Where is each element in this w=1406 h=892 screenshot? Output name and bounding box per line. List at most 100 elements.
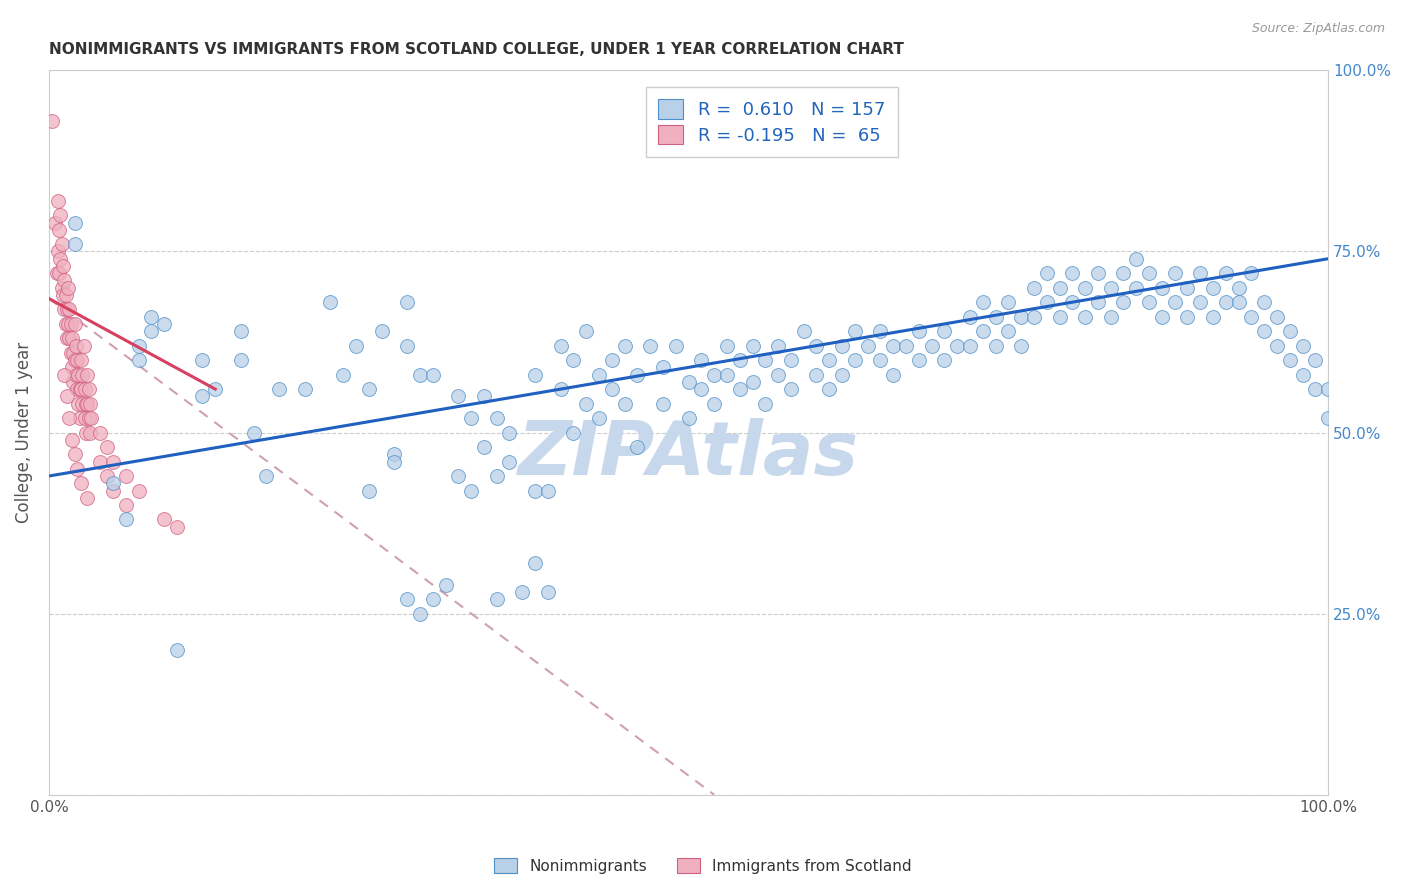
Point xyxy=(1074,310,1097,324)
Point xyxy=(51,281,73,295)
Point xyxy=(716,339,738,353)
Point xyxy=(600,353,623,368)
Point xyxy=(76,491,98,505)
Point xyxy=(59,317,82,331)
Point xyxy=(153,317,176,331)
Point xyxy=(79,425,101,440)
Point xyxy=(191,389,214,403)
Point xyxy=(382,454,405,468)
Point xyxy=(49,208,72,222)
Point xyxy=(1137,266,1160,280)
Point xyxy=(754,353,776,368)
Point xyxy=(229,324,252,338)
Point xyxy=(1227,281,1250,295)
Point xyxy=(382,447,405,461)
Point xyxy=(1253,324,1275,338)
Point xyxy=(128,353,150,368)
Point xyxy=(396,339,419,353)
Point xyxy=(51,237,73,252)
Point xyxy=(665,339,688,353)
Point xyxy=(1022,310,1045,324)
Point xyxy=(114,469,136,483)
Point xyxy=(780,353,803,368)
Point xyxy=(1189,266,1212,280)
Point xyxy=(58,331,80,345)
Point xyxy=(1112,295,1135,310)
Point xyxy=(70,368,93,382)
Point xyxy=(332,368,354,382)
Point xyxy=(242,425,264,440)
Point xyxy=(114,512,136,526)
Point xyxy=(63,215,86,229)
Point xyxy=(754,396,776,410)
Point xyxy=(1291,339,1313,353)
Point xyxy=(62,346,84,360)
Point xyxy=(49,252,72,266)
Text: NONIMMIGRANTS VS IMMIGRANTS FROM SCOTLAND COLLEGE, UNDER 1 YEAR CORRELATION CHAR: NONIMMIGRANTS VS IMMIGRANTS FROM SCOTLAN… xyxy=(49,42,904,57)
Point xyxy=(46,194,69,208)
Point xyxy=(869,324,891,338)
Point xyxy=(588,368,610,382)
Point xyxy=(56,331,79,345)
Point xyxy=(818,382,841,396)
Point xyxy=(766,368,789,382)
Point xyxy=(447,389,470,403)
Point xyxy=(1253,295,1275,310)
Point xyxy=(1177,281,1199,295)
Point xyxy=(537,483,560,498)
Point xyxy=(141,310,163,324)
Point xyxy=(626,368,648,382)
Point xyxy=(1010,339,1032,353)
Point xyxy=(741,339,763,353)
Point xyxy=(678,411,700,425)
Point xyxy=(114,498,136,512)
Point xyxy=(678,375,700,389)
Point xyxy=(65,339,87,353)
Point xyxy=(56,389,79,403)
Point xyxy=(89,425,111,440)
Point xyxy=(703,396,725,410)
Point xyxy=(70,396,93,410)
Point xyxy=(229,353,252,368)
Point xyxy=(128,339,150,353)
Point xyxy=(1265,339,1288,353)
Point xyxy=(52,288,75,302)
Point xyxy=(537,585,560,599)
Point xyxy=(70,353,93,368)
Point xyxy=(997,324,1019,338)
Point xyxy=(204,382,226,396)
Point xyxy=(946,339,969,353)
Point xyxy=(562,353,585,368)
Point xyxy=(844,353,866,368)
Point xyxy=(882,339,904,353)
Point xyxy=(60,433,83,447)
Point xyxy=(1150,310,1173,324)
Point xyxy=(703,368,725,382)
Point xyxy=(498,425,520,440)
Point xyxy=(58,411,80,425)
Point xyxy=(921,339,943,353)
Point xyxy=(62,375,84,389)
Point xyxy=(166,643,188,657)
Point xyxy=(575,396,598,410)
Point xyxy=(485,411,508,425)
Point xyxy=(53,302,76,317)
Point xyxy=(1035,266,1057,280)
Point xyxy=(472,440,495,454)
Text: ZIPAtlas: ZIPAtlas xyxy=(517,417,859,491)
Point xyxy=(1291,368,1313,382)
Point xyxy=(53,368,76,382)
Point xyxy=(96,440,118,454)
Point xyxy=(1202,310,1225,324)
Point xyxy=(101,483,124,498)
Point xyxy=(472,389,495,403)
Point xyxy=(780,382,803,396)
Point xyxy=(77,382,100,396)
Point xyxy=(66,382,89,396)
Point xyxy=(524,368,547,382)
Point xyxy=(1177,310,1199,324)
Point xyxy=(550,339,572,353)
Point xyxy=(48,266,70,280)
Point xyxy=(806,368,828,382)
Point xyxy=(409,368,432,382)
